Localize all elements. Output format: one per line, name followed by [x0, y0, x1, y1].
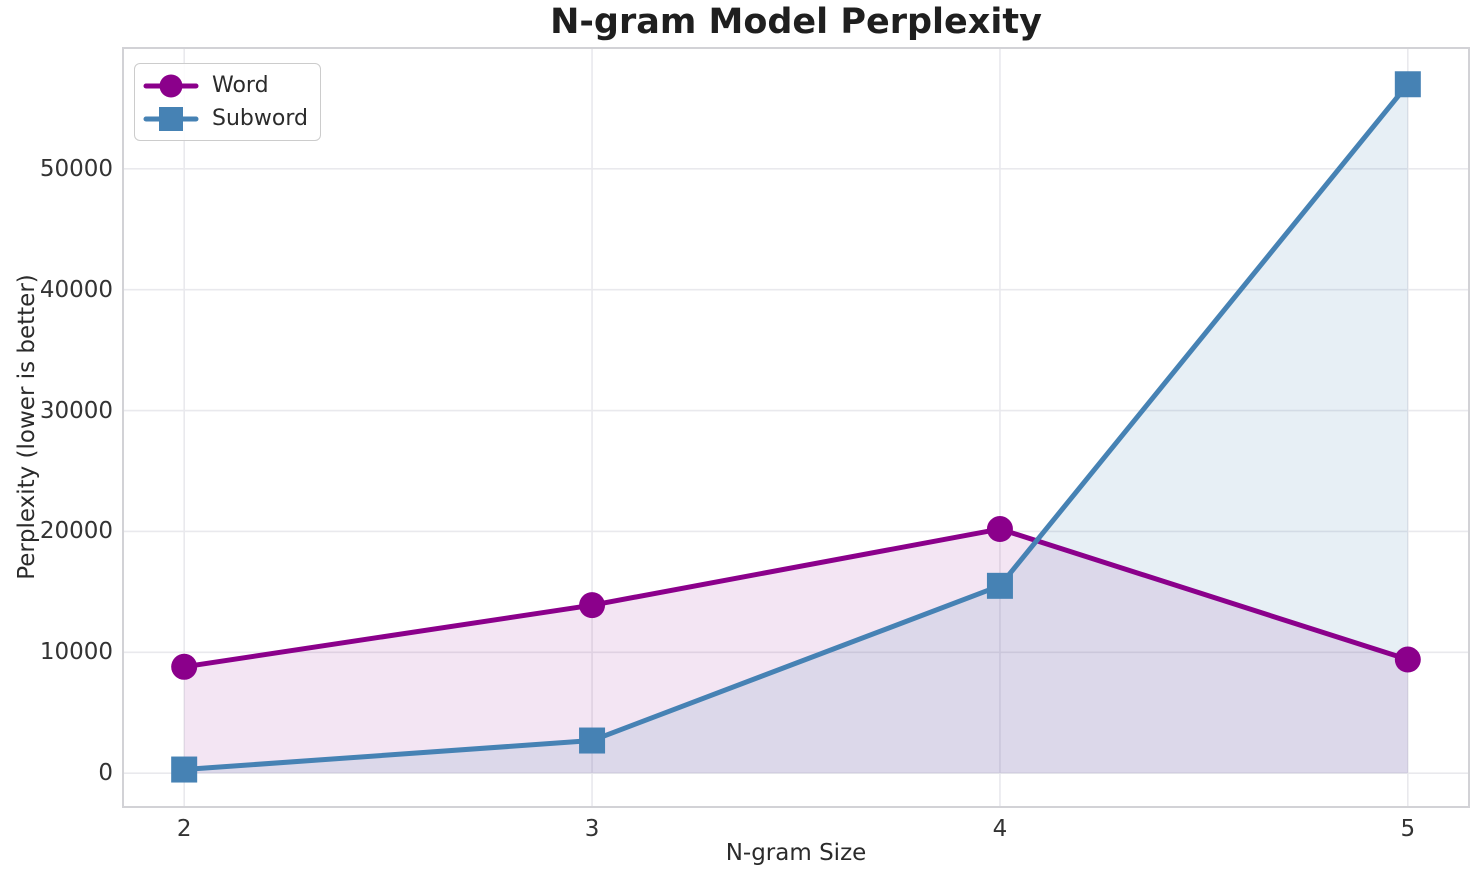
word-series-marker-icon — [143, 74, 199, 97]
data-point-subword — [986, 572, 1013, 599]
data-point-subword — [171, 756, 198, 783]
subword-series-marker-icon — [143, 106, 199, 131]
data-point-subword — [579, 727, 606, 754]
series-line-word — [181, 526, 1411, 670]
data-point-word — [1394, 646, 1421, 673]
legend-label-word: Word — [212, 73, 269, 98]
x-tick-label: 5 — [1400, 816, 1416, 842]
legend-label-subword: Subword — [212, 106, 308, 131]
y-tick-label: 10000 — [39, 639, 113, 666]
x-axis-label: N-gram Size — [725, 840, 867, 866]
y-tick-label: 50000 — [39, 155, 113, 182]
legend-item-word: Word — [143, 69, 308, 102]
legend: Word Subword — [134, 63, 321, 141]
x-tick-label: 4 — [992, 816, 1008, 842]
area-fill-subword — [184, 84, 1408, 774]
data-point-word — [171, 653, 198, 680]
series-line-subword — [181, 81, 1411, 773]
y-tick-label: 20000 — [39, 518, 113, 545]
y-tick-label: 30000 — [39, 397, 113, 424]
plot-border — [122, 47, 1470, 808]
data-point-word — [579, 592, 606, 619]
y-tick-label: 40000 — [39, 276, 113, 303]
y-axis-label: Perplexity (lower is better) — [14, 274, 40, 580]
data-point-subword — [1394, 71, 1421, 98]
chart-title: N-gram Model Perplexity — [550, 2, 1042, 42]
data-point-word — [986, 516, 1013, 543]
x-tick-label: 2 — [176, 816, 192, 842]
legend-item-subword: Subword — [143, 102, 308, 135]
x-tick-label: 3 — [584, 816, 600, 842]
area-fill-word — [184, 529, 1408, 774]
y-tick-label: 0 — [98, 760, 113, 787]
